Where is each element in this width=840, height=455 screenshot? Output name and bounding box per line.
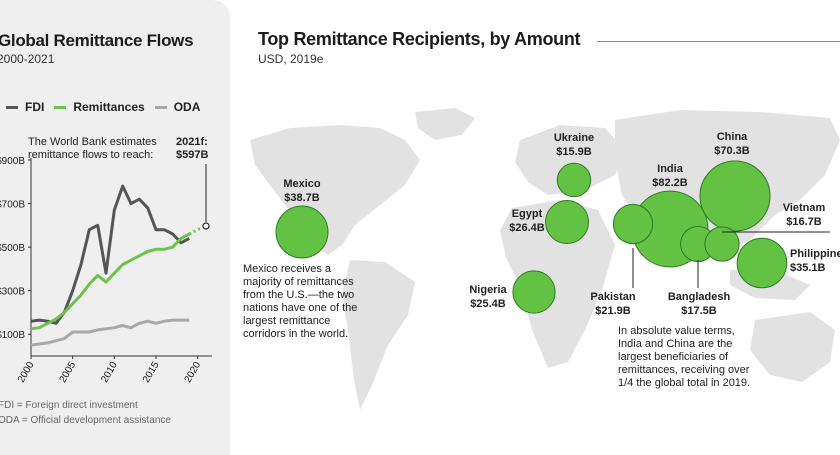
label-country-ukraine: Ukraine: [554, 132, 594, 144]
mexico-note-line-5: largest remittance: [243, 315, 331, 327]
label-value-bangladesh: $17.5B: [681, 305, 717, 317]
landmass-north-america: [250, 125, 420, 255]
oda-swatch: [154, 105, 167, 109]
label-country-vietnam: Vietnam: [783, 202, 826, 214]
series-line-fdi: [30, 184, 191, 325]
title-rule: [597, 41, 840, 42]
bubble-vietnam: [704, 226, 740, 262]
y-tick-label: $500B: [0, 243, 25, 254]
right-title: Top Remittance Recipients, by Amount: [258, 29, 581, 49]
note-line-1: The World Bank estimates: [28, 136, 157, 148]
label-value-vietnam: $16.7B: [786, 216, 822, 228]
series-line-oda: [30, 318, 190, 347]
bubble-ukraine: [556, 162, 592, 198]
footnote-fdi: FDI = Foreign direct investment: [0, 400, 138, 411]
world-bubble-map: Mexico $38.7B Ukraine $15.9B Egypt $26.4B Nige…: [250, 108, 840, 410]
forecast-note: The World Bank estimates remittance flow…: [28, 136, 157, 162]
top-recipients-panel: Top Remittance Recipients, by Amount USD…: [230, 0, 840, 455]
x-tick-label: 2020: [183, 360, 204, 385]
label-country-egypt: Egypt: [512, 208, 543, 220]
fdi-swatch: [6, 105, 18, 109]
forecast-marker: [202, 222, 210, 230]
bubble-layer: [275, 160, 788, 314]
landmass-greenland: [415, 108, 475, 140]
y-tick-label: $300B: [0, 287, 25, 298]
label-value-ukraine: $15.9B: [556, 146, 592, 158]
label-country-mexico: Mexico: [283, 178, 321, 190]
forecast-value: $597B: [176, 149, 209, 161]
landmass-south-america: [342, 260, 415, 410]
mexico-note-line-4: nations have one of the: [243, 302, 358, 314]
y-tick-label: $700B: [0, 200, 25, 211]
y-tick-label: $100B: [0, 330, 25, 341]
bubble-philippines: [736, 237, 788, 289]
label-country-bangladesh: Bangladesh: [668, 291, 731, 303]
footnote-oda: ODA = Official development assistance: [0, 415, 171, 426]
asia-note-line-1: In absolute value terms,: [618, 325, 735, 337]
forecast-label: 2021f:: [176, 136, 208, 148]
landmass-africa: [500, 200, 615, 368]
mexico-note-line-3: from the U.S.—the two: [243, 289, 355, 301]
legend-oda: ODA: [173, 100, 201, 114]
bubble-egypt: [545, 200, 589, 244]
label-value-china: $70.3B: [714, 145, 750, 157]
mexico-note-line-2: majority of remittances: [243, 276, 354, 288]
legend-fdi: FDI: [25, 100, 45, 114]
label-country-nigeria: Nigeria: [469, 284, 507, 296]
mexico-note-line-6: corridors in the world.: [243, 328, 349, 340]
x-tick-label: 2010: [99, 360, 120, 385]
label-value-nigeria: $25.4B: [470, 298, 506, 310]
left-title: Global Remittance Flows: [0, 31, 194, 50]
label-country-india: India: [657, 163, 684, 175]
asia-note-line-5: 1/4 the global total in 2019.: [618, 377, 751, 389]
bubble-mexico: [275, 205, 329, 259]
label-country-pakistan: Pakistan: [590, 291, 636, 303]
series-line-remittances: [30, 232, 191, 331]
line-legend: FDI Remittances ODA: [0, 100, 200, 114]
landmass-australia: [750, 312, 835, 382]
bubble-nigeria: [512, 270, 556, 314]
legend-remittances: Remittances: [73, 100, 145, 114]
note-line-2: remittance flows to reach:: [28, 149, 154, 161]
asia-note-line-3: largest beneficiaries of: [618, 351, 729, 363]
bubble-label-layer: Mexico $38.7B Ukraine $15.9B Egypt $26.4B Nige…: [283, 131, 840, 317]
asia-note-line-4: remittances, receiving over: [618, 364, 750, 376]
remittances-swatch: [54, 105, 67, 109]
remittance-flows-panel: Global Remittance Flows 2000-2021 FDI Re…: [0, 0, 230, 455]
bubble-pakistan: [612, 203, 654, 245]
y-tick-label: $900B: [0, 156, 25, 167]
bubble-china: [699, 160, 771, 232]
label-value-mexico: $38.7B: [284, 192, 320, 204]
forecast-callout: 2021f: $597B: [176, 136, 208, 162]
landmass-europe: [515, 125, 625, 195]
label-value-philippines: $35.1B: [790, 262, 826, 274]
x-tick-label: 2000: [16, 360, 37, 385]
x-tick-label: 2005: [58, 360, 79, 385]
mexico-note: Mexico receives a majority of remittance…: [243, 263, 357, 341]
left-period: 2000-2021: [0, 52, 55, 66]
right-subtitle: USD, 2019e: [258, 52, 324, 66]
x-tick-label: 2015: [141, 360, 162, 385]
remittance-line-chart: $100B $300B $500B $700B $900B 2000 2005 2010 201…: [0, 156, 212, 385]
label-value-pakistan: $21.9B: [595, 305, 631, 317]
asia-note-line-2: India and China are the: [618, 338, 733, 350]
label-value-india: $82.2B: [652, 177, 688, 189]
label-country-philippines: Philippines: [790, 248, 840, 260]
label-value-egypt: $26.4B: [509, 222, 545, 234]
label-country-china: China: [717, 131, 748, 143]
mexico-note-line-1: Mexico receives a: [243, 263, 332, 275]
asia-note: In absolute value terms, India and China…: [618, 325, 750, 390]
